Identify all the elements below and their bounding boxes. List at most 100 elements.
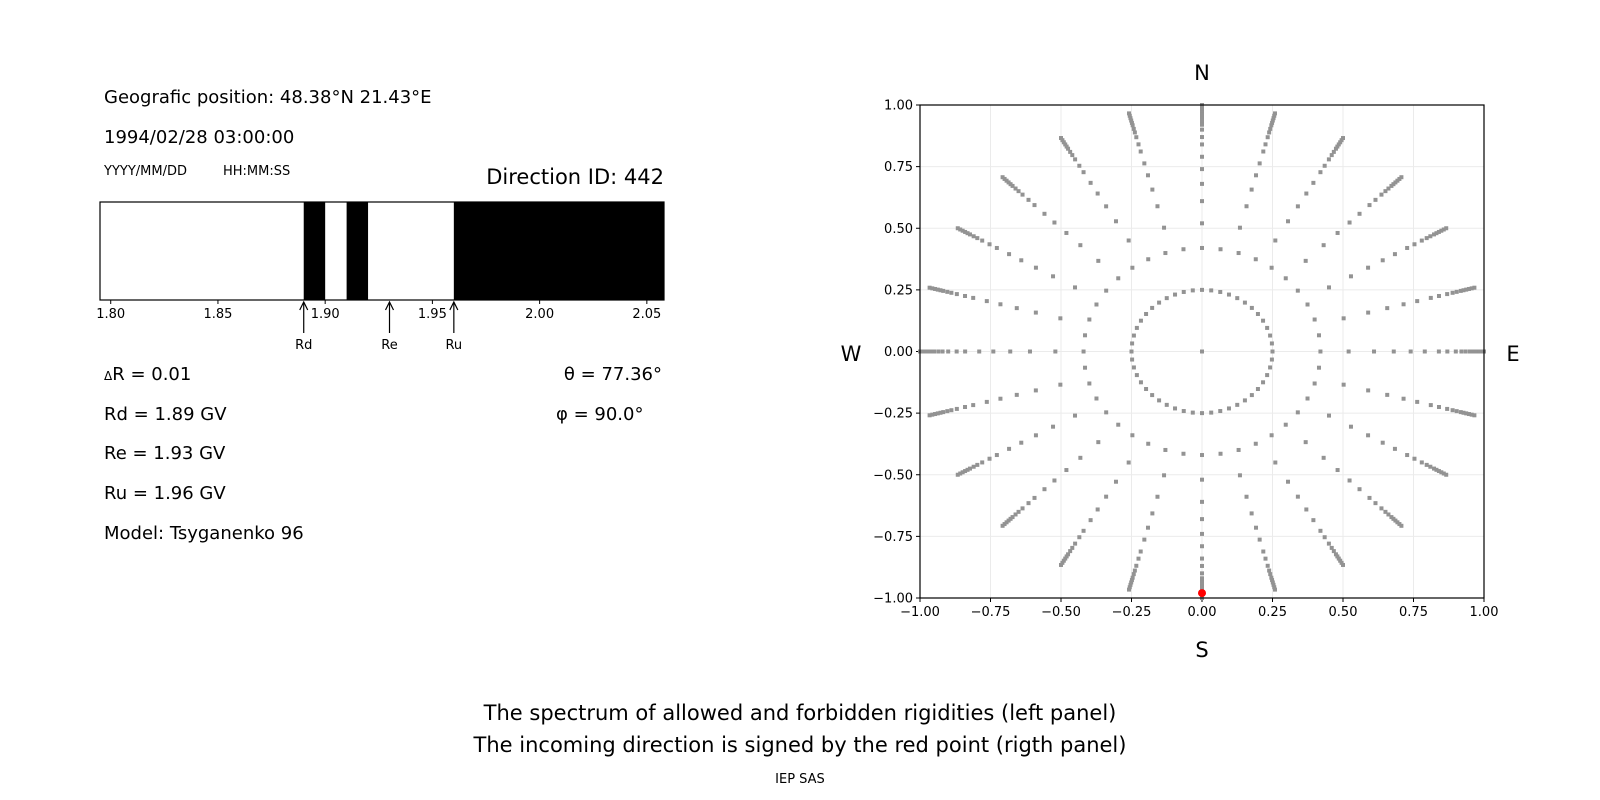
direction-point [1255, 387, 1260, 392]
direction-point [1136, 556, 1141, 561]
direction-point [1445, 349, 1450, 354]
direction-point [1321, 243, 1326, 248]
direction-point [1304, 507, 1309, 512]
direction-point [1144, 387, 1149, 392]
direction-point [1113, 219, 1118, 224]
direction-point [1157, 398, 1162, 403]
spectrum-x-tick-label: 1.90 [311, 307, 340, 322]
direction-point [936, 349, 941, 354]
direction-point [1200, 112, 1204, 117]
direction-point [1077, 535, 1082, 540]
direction-point [960, 228, 965, 233]
direction-point [1066, 552, 1071, 557]
direction-point [1026, 197, 1031, 202]
direction-point [1253, 441, 1258, 446]
direction-point [1164, 402, 1169, 407]
direction-point [1128, 582, 1133, 587]
direction-point [1436, 469, 1441, 474]
y-tick-label: −0.50 [873, 468, 913, 483]
direction-point [949, 290, 954, 295]
direction-point [1104, 410, 1109, 415]
direction-point [1218, 451, 1223, 456]
direction-point [1190, 288, 1195, 293]
delta-r-value: R = 0.01 [112, 364, 192, 385]
direction-point [1130, 433, 1135, 438]
direction-point [1095, 191, 1100, 196]
direction-point [1058, 316, 1063, 321]
direction-point [1130, 341, 1135, 346]
direction-point [1269, 123, 1274, 128]
direction-point [1200, 221, 1204, 226]
direction-point [1303, 258, 1308, 263]
direction-point [963, 229, 968, 234]
direction-point [1304, 191, 1309, 196]
direction-point [1127, 111, 1132, 116]
direction-point [954, 292, 959, 297]
direction-point [1385, 306, 1390, 311]
footer-line-2: The incoming direction is signed by the … [473, 733, 1127, 757]
direction-point [1257, 537, 1262, 542]
direction-point [1042, 211, 1047, 216]
direction-point [1265, 135, 1270, 140]
direction-point [1316, 365, 1321, 370]
direction-point [1226, 292, 1231, 297]
direction-point [1450, 408, 1455, 413]
footer-line-1: The spectrum of allowed and forbidden ri… [483, 701, 1117, 725]
direction-point [1295, 494, 1300, 499]
direction-point [1209, 410, 1214, 415]
direction-point [1200, 576, 1204, 581]
time-format-label: HH:MM:SS [223, 164, 291, 179]
direction-point [1379, 192, 1384, 197]
direction-point [1434, 467, 1439, 472]
direction-point [1286, 479, 1291, 484]
direction-point [1200, 142, 1204, 147]
direction-point [933, 286, 938, 291]
direction-point [1033, 388, 1038, 393]
direction-point [1305, 302, 1310, 307]
direction-point [1428, 295, 1433, 300]
direction-point [1473, 349, 1478, 354]
y-tick-label: 1.00 [884, 99, 913, 114]
direction-point [1095, 507, 1100, 512]
direction-point [1269, 433, 1274, 438]
direction-point [965, 467, 970, 472]
direction-point [1476, 349, 1481, 354]
rd-value: Rd = 1.89 GV [104, 404, 227, 425]
direction-point [1064, 230, 1069, 235]
direction-point [935, 411, 940, 416]
direction-point [1242, 300, 1247, 305]
direction-point [1436, 405, 1441, 410]
direction-point [1129, 118, 1134, 123]
direction-point [1130, 265, 1135, 270]
direction-point [1380, 258, 1385, 263]
forbidden-band [346, 202, 369, 300]
direction-point [1088, 518, 1093, 523]
direction-point [1162, 225, 1167, 230]
direction-point [987, 242, 992, 247]
direction-point [954, 349, 959, 354]
direction-point [1200, 531, 1204, 536]
x-tick-label: 0.00 [1188, 605, 1217, 620]
direction-point [1283, 276, 1288, 281]
direction-point [926, 349, 931, 354]
direction-point [955, 472, 960, 477]
direction-point [1200, 115, 1204, 120]
direction-point [927, 413, 932, 418]
direction-point [1445, 292, 1450, 297]
direction-point [1163, 251, 1168, 256]
y-tick-label: 0.50 [884, 222, 913, 237]
direction-point [1200, 477, 1204, 482]
direction-point [1016, 189, 1021, 194]
direction-point [1081, 528, 1086, 533]
direction-point [991, 349, 996, 354]
phi-value: φ = 90.0° [556, 404, 644, 425]
direction-point [1066, 146, 1071, 151]
direction-point [1007, 252, 1012, 257]
y-tick-label: 0.00 [884, 345, 913, 360]
direction-point [1270, 120, 1275, 125]
direction-point [1249, 187, 1254, 192]
direction-point [1428, 234, 1433, 239]
direction-point [1053, 349, 1058, 354]
direction-point [1033, 265, 1038, 270]
direction-point [1464, 411, 1469, 416]
